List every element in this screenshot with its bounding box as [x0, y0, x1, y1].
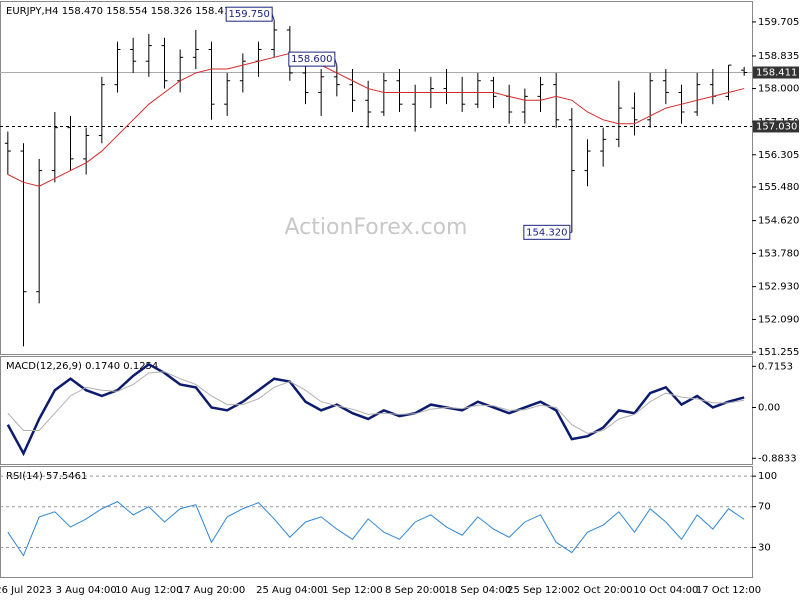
pane-title: RSI(14) 57.5461 — [6, 471, 87, 482]
x-tick-label: 10 Aug 12:00 — [115, 585, 182, 596]
price-label-box — [753, 66, 799, 79]
price-label-box — [753, 120, 799, 133]
indicator-line — [6, 362, 745, 457]
annotation-box — [225, 6, 273, 22]
y-tick-label: 156.305 — [758, 150, 799, 161]
x-tick-label: 17 Oct 12:00 — [696, 585, 761, 596]
y-tick-label: 155.480 — [758, 182, 799, 193]
x-tick-label: 1 Sep 12:00 — [322, 585, 382, 596]
annotation-label: 159.750 — [228, 9, 269, 20]
y-tick-label: 152.930 — [758, 282, 799, 293]
y-tick-label: 159.705 — [758, 17, 799, 28]
price-label: 157.030 — [756, 121, 797, 132]
pane-frame — [0, 466, 753, 578]
y-tick-label: -0.8833 — [758, 453, 797, 464]
annotation-label: 158.600 — [291, 54, 332, 65]
annotation-label: 154.320 — [526, 227, 567, 238]
price-label: 158.411 — [756, 68, 797, 79]
x-tick-label: 17 Aug 20:00 — [178, 585, 245, 596]
y-tick-label: 70 — [758, 502, 771, 513]
y-tick-label: 0.7153 — [758, 361, 793, 372]
indicator-line — [7, 501, 745, 557]
y-tick-label: 154.620 — [758, 216, 799, 227]
x-tick-label: 26 Jul 2023 — [0, 585, 52, 596]
y-tick-label: 100 — [758, 471, 777, 482]
y-tick-label: 0.00 — [758, 402, 780, 413]
y-tick-label: 151.255 — [758, 347, 799, 358]
annotation-box — [288, 51, 336, 67]
x-tick-label: 2 Oct 20:00 — [574, 585, 633, 596]
y-tick-label: 30 — [758, 542, 771, 553]
pane-frame — [0, 356, 753, 465]
y-tick-label: 152.090 — [758, 314, 799, 325]
x-tick-label: 25 Sep 12:00 — [507, 585, 574, 596]
watermark: ActionForex.com — [285, 215, 468, 240]
pane-frame — [0, 1, 753, 355]
x-tick-label: 18 Sep 04:00 — [444, 585, 511, 596]
annotation-box — [523, 224, 571, 240]
indicator-line — [7, 371, 745, 434]
y-tick-label: 158.835 — [758, 51, 799, 62]
y-tick-label: 158.000 — [758, 84, 799, 95]
x-tick-label: 10 Oct 04:00 — [633, 585, 698, 596]
moving-average — [7, 52, 745, 187]
pane-title: MACD(12,26,9) 0.1740 0.1254 — [6, 361, 158, 372]
x-tick-label: 25 Aug 04:00 — [256, 585, 323, 596]
x-tick-label: 3 Aug 04:00 — [56, 585, 117, 596]
y-tick-label: 153.780 — [758, 248, 799, 259]
x-tick-label: 8 Sep 20:00 — [385, 585, 445, 596]
pane-title: EURJPY,H4 158.470 158.554 158.326 158.41… — [6, 6, 237, 17]
